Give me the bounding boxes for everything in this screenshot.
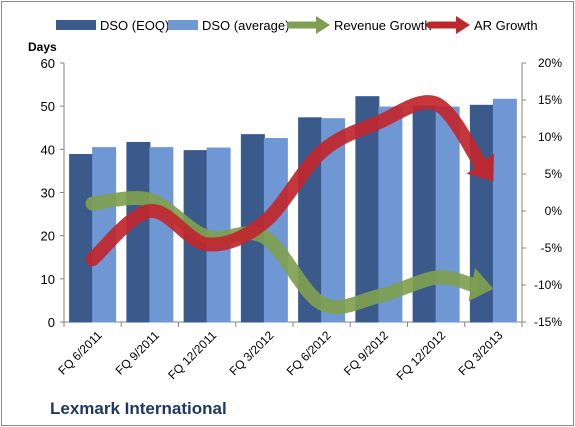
y2-tick-label: 10% — [538, 130, 562, 144]
bar — [149, 147, 174, 323]
y-tick-label: 40 — [41, 142, 55, 157]
bar — [492, 98, 517, 323]
legend-label: Revenue Growth — [334, 18, 432, 33]
y2-tick-label: 0% — [545, 204, 563, 218]
bar — [321, 118, 346, 323]
series-arrowhead — [466, 153, 495, 182]
y2-tick-label: -10% — [534, 278, 562, 292]
bar — [126, 141, 151, 323]
y-axis-title: Days — [28, 40, 57, 54]
legend-label: AR Growth — [474, 18, 538, 33]
bar — [263, 138, 288, 323]
y-tick-label: 0 — [48, 315, 55, 330]
y2-tick-label: 15% — [538, 93, 562, 107]
x-tick-label: FQ 9/2011 — [113, 328, 163, 378]
y2-tick-label: 5% — [545, 167, 563, 181]
x-tick-label: FQ 6/2011 — [55, 328, 105, 378]
series-arrowhead — [468, 267, 494, 302]
y2-tick-label: -15% — [534, 315, 562, 329]
legend-label: DSO (average) — [202, 18, 289, 33]
legend-swatch — [168, 20, 198, 30]
y-tick-label: 50 — [41, 99, 55, 114]
x-tick-label: FQ 6/2012 — [284, 328, 334, 378]
y-tick-label: 60 — [41, 56, 55, 71]
y-tick-label: 20 — [41, 229, 55, 244]
bar — [378, 106, 403, 323]
x-tick-label: FQ 9/2012 — [341, 328, 391, 378]
x-tick-label: FQ 12/2011 — [165, 328, 219, 382]
y-tick-label: 10 — [41, 272, 55, 287]
legend-swatch — [56, 20, 96, 30]
y2-tick-label: 20% — [538, 56, 562, 70]
series-line — [85, 191, 479, 315]
y2-tick-label: -5% — [541, 241, 563, 255]
x-tick-label: FQ 3/2013 — [456, 328, 506, 378]
company-name: Lexmark International — [50, 399, 227, 418]
bar — [69, 154, 94, 323]
x-tick-label: FQ 3/2012 — [227, 328, 277, 378]
bar — [435, 106, 460, 323]
y-tick-label: 30 — [41, 186, 55, 201]
legend-label: DSO (EOQ) — [100, 18, 169, 33]
legend-arrowhead — [456, 16, 470, 34]
legend-arrowhead — [316, 16, 330, 34]
x-tick-label: FQ 12/2012 — [394, 328, 449, 383]
series-line — [85, 95, 488, 267]
